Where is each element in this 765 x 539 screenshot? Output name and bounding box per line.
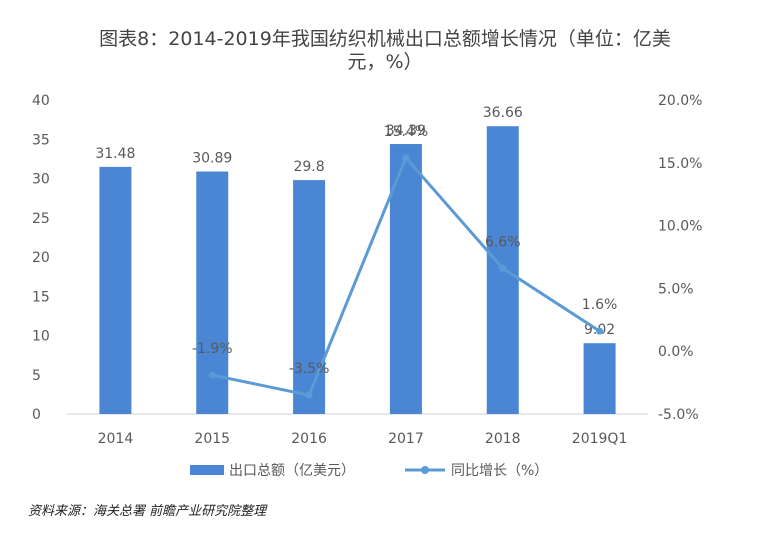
y-left-tick-label: 5 [32,368,41,384]
bar [583,343,616,414]
y-left-tick-label: 20 [32,250,50,266]
y-right-tick-label: 10.0% [658,219,702,235]
growth-point [208,371,216,379]
legend-bar-label: 出口总额（亿美元） [229,463,355,479]
legend-bar-swatch [190,465,224,475]
growth-value-label: -1.9% [192,341,233,357]
growth-value-label: 6.6% [485,234,521,250]
y-left-tick-label: 40 [32,93,50,109]
growth-point [499,264,507,272]
growth-value-label: 1.6% [582,297,618,313]
growth-point [305,391,313,399]
chart-title-line2: 元，%） [347,51,423,73]
y-left-tick-label: 25 [32,211,50,227]
y-right-tick-label: 15.0% [658,156,702,172]
growth-point [596,327,604,335]
bar-value-label: 30.89 [192,151,232,167]
bar [99,166,132,414]
bar [389,144,422,414]
y-left-tick-label: 0 [32,407,41,423]
chart-title-line1: 图表8：2014-2019年我国纺织机械出口总额增长情况（单位：亿美 [99,28,671,50]
y-left-tick-label: 10 [32,329,50,345]
legend-line-label: 同比增长（%） [451,463,548,479]
bar-value-label: 29.8 [293,159,324,175]
x-tick-label: 2019Q1 [572,431,628,447]
x-tick-label: 2014 [98,431,134,447]
bar-value-label: 34.39 [386,123,426,139]
y-left-tick-label: 30 [32,172,50,188]
x-tick-label: 2018 [485,431,521,447]
y-right-tick-label: 0.0% [658,344,694,360]
y-right-tick-label: 20.0% [658,93,702,109]
bar-value-label: 31.48 [95,146,135,162]
x-tick-label: 2015 [194,431,230,447]
y-right-tick-label: 5.0% [658,281,694,297]
growth-value-label: -3.5% [289,361,330,377]
y-right-tick-label: -5.0% [658,407,699,423]
x-tick-label: 2017 [388,431,424,447]
chart-title: 图表8：2014-2019年我国纺织机械出口总额增长情况（单位：亿美 元，%） [40,28,730,74]
growth-point [402,154,410,162]
y-left-tick-label: 35 [32,132,50,148]
growth-value-label: 15.4% [384,124,428,140]
legend-line-marker [421,466,429,474]
x-tick-label: 2016 [291,431,327,447]
bar [293,180,326,414]
source-note: 资料来源：海关总署 前瞻产业研究院整理 [28,504,267,519]
bar-value-label: 36.66 [483,105,523,121]
y-left-tick-label: 15 [32,289,50,305]
